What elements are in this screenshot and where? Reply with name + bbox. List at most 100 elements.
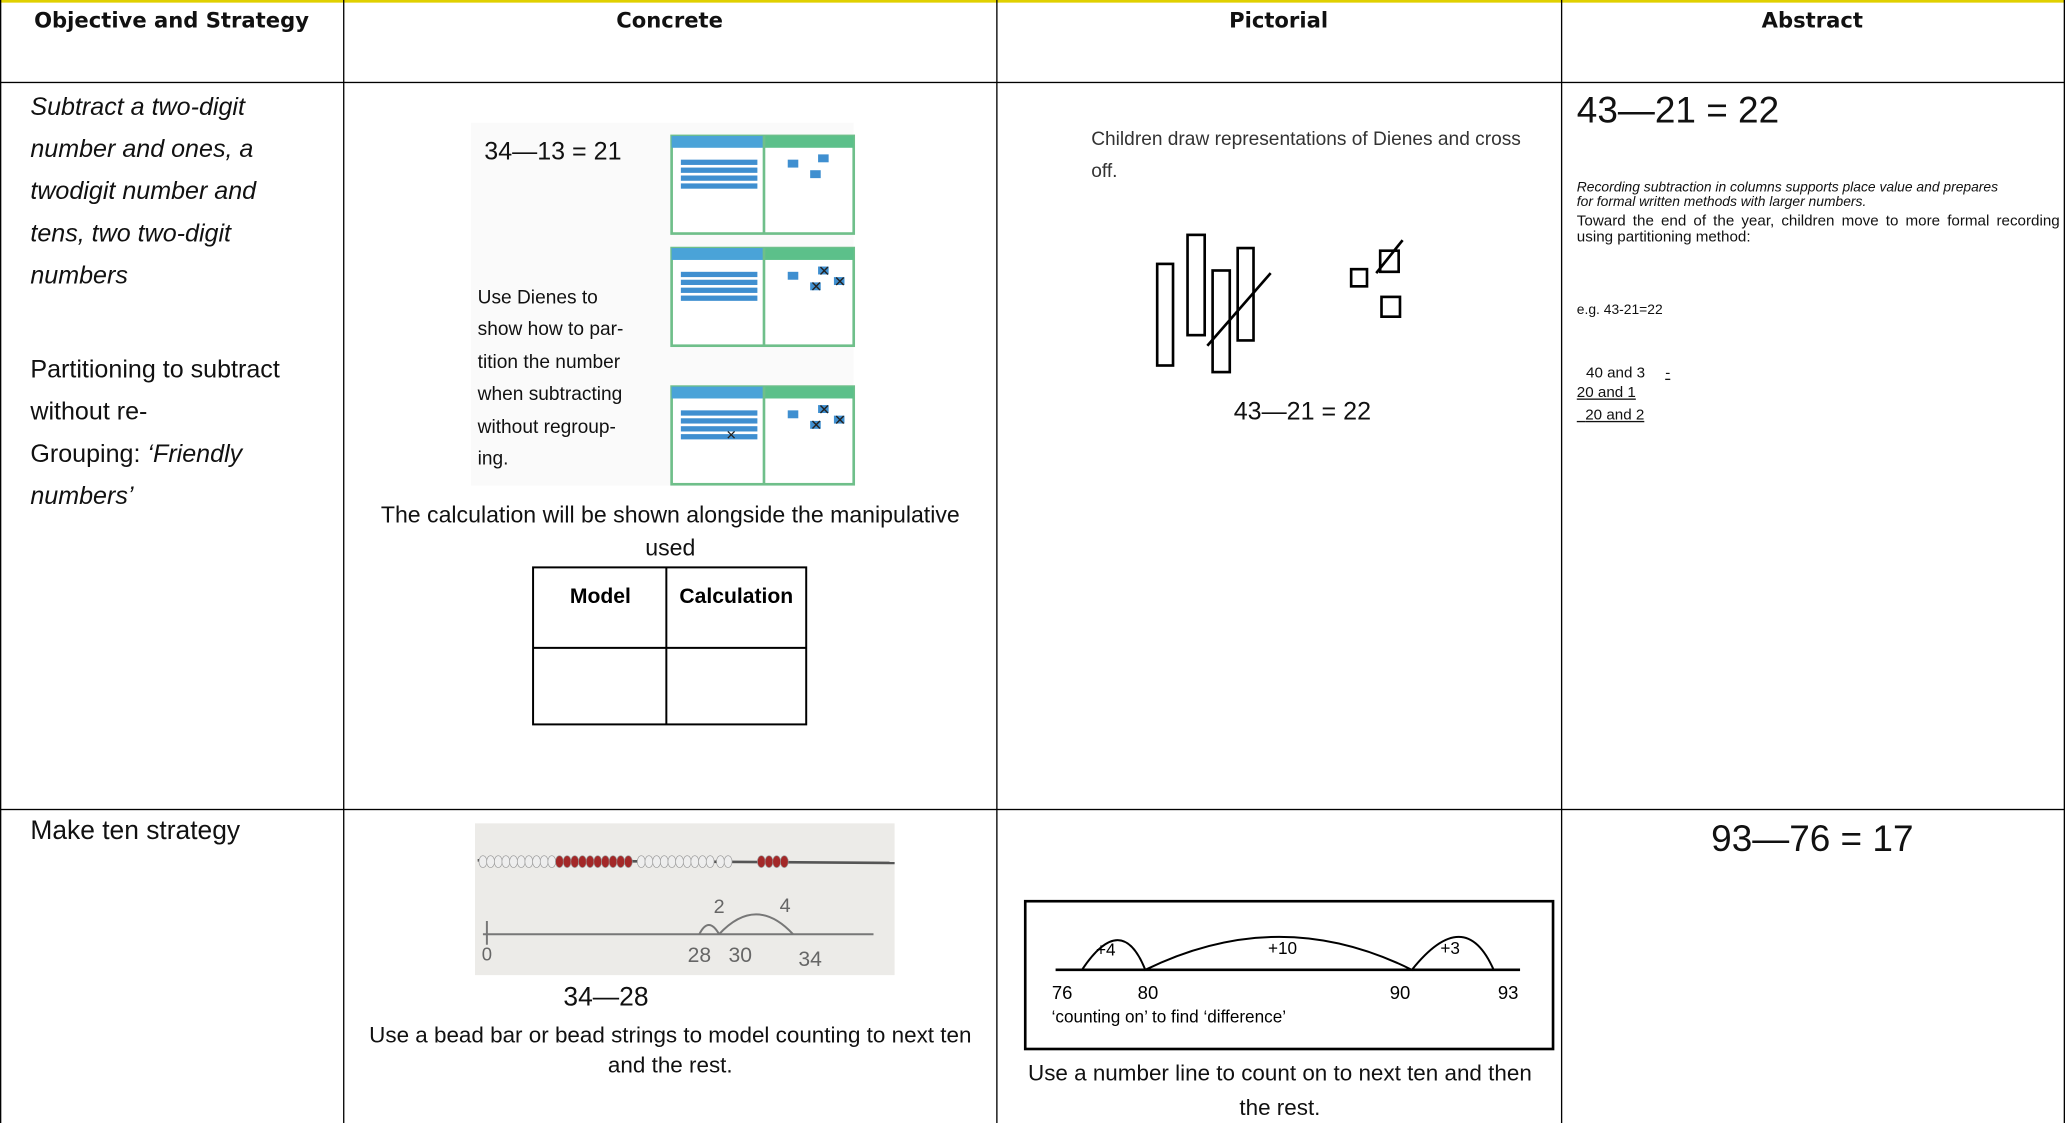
- arc-label: +3: [1440, 938, 1460, 958]
- ten-rod: [680, 167, 758, 173]
- ten-rod: [680, 295, 758, 301]
- col-border: [1560, 0, 1563, 1123]
- cross: ✕: [834, 413, 846, 429]
- bead: [539, 855, 549, 868]
- line-label: 34: [798, 948, 822, 971]
- ten-rod: [1186, 233, 1207, 337]
- one-cube: [833, 415, 845, 424]
- abstract-text: Toward the end of the year, children mov…: [1576, 213, 2060, 246]
- place-value-chart: ✕✕ ✕: [670, 246, 856, 348]
- chart-header: [671, 248, 764, 260]
- ten-rod: [680, 434, 758, 440]
- line-label: 30: [728, 944, 751, 967]
- one-cube: [1380, 295, 1402, 318]
- table-border: [532, 566, 808, 726]
- bead: [616, 855, 625, 868]
- caption: Use a bead bar or bead strings to model …: [369, 1022, 972, 1079]
- ten-rod: [1155, 262, 1175, 367]
- dienes-picture: ✕✕ ✕✕✕✕ ✕: [471, 122, 1404, 486]
- caption: Use a number line to count on to next te…: [1028, 1060, 1532, 1121]
- axis-label: 80: [1138, 982, 1159, 1003]
- bead: [757, 855, 766, 868]
- jump-arc: [1081, 935, 1495, 972]
- chart-header: [763, 386, 854, 399]
- figure-border: [1023, 899, 1555, 1051]
- g: ✕✕ ✕✕✕✕ ✕: [670, 134, 856, 486]
- equation: 43—21 = 22: [1576, 89, 1780, 131]
- place-value-chart: ✕✕✕ ✕: [670, 385, 856, 486]
- ten-rod: [680, 418, 758, 424]
- instruction: Use Dienes to show how to par- tition th…: [478, 282, 624, 475]
- bead-picture: 2 4 0 28 30 34: [475, 823, 895, 976]
- bead: [667, 855, 677, 868]
- header-cell: Concrete: [616, 7, 723, 33]
- jump-arc: [698, 913, 794, 935]
- chart-header: [763, 248, 854, 260]
- note: Recording subtraction in columns support…: [1576, 179, 1999, 210]
- cross: ✕: [834, 274, 846, 290]
- bead: [555, 855, 564, 868]
- ten-rod: [680, 271, 758, 278]
- arc-label: +10: [1268, 938, 1297, 958]
- strategy: Partitioning to subtract without re- Gro…: [30, 350, 333, 519]
- one-cube: [1378, 249, 1400, 274]
- dienes-drawing: [1155, 233, 1404, 374]
- equation: 34—28: [563, 983, 649, 1013]
- cross: ✕: [818, 264, 830, 280]
- bead: [585, 855, 595, 868]
- axis-label: 93: [1498, 982, 1519, 1003]
- cross: ✕: [810, 418, 822, 434]
- bead: [478, 855, 488, 868]
- equation: 93—76 = 17: [1711, 818, 1914, 859]
- ten-rod: [680, 287, 758, 293]
- bead: [636, 855, 646, 868]
- col-border: [343, 0, 345, 1123]
- pictorial-text: Children draw representations of Dienes …: [1091, 129, 1521, 183]
- line-label: 28: [688, 944, 711, 967]
- col-border: [2063, 0, 2065, 1123]
- ten-rod: [680, 175, 758, 181]
- example: e.g. 43-21=22: [1576, 302, 1663, 318]
- table-header: Calculation: [679, 585, 793, 608]
- one-cube: [810, 282, 821, 291]
- bead: [690, 855, 700, 868]
- chart-header: [671, 386, 764, 399]
- instruction-line: show how to par-: [477, 319, 624, 341]
- row-border: [0, 808, 2065, 811]
- bead: [486, 855, 495, 868]
- equation: 43—21 = 22: [1233, 398, 1372, 427]
- chart-header: [671, 135, 764, 148]
- one-cube: [810, 420, 821, 429]
- strategy-text: Partitioning to subtract without re-: [30, 356, 280, 427]
- bead: [562, 855, 572, 868]
- bead: [705, 855, 715, 868]
- ten-rod: [680, 426, 758, 432]
- bead: [780, 855, 789, 868]
- cross-off: [1375, 239, 1404, 274]
- axis-label: 76: [1052, 982, 1073, 1003]
- jump-label: 4: [780, 895, 791, 917]
- one-cube: [818, 266, 829, 275]
- working-line: 20 and 2: [1577, 408, 1644, 424]
- arc-label: +4: [1096, 939, 1116, 959]
- calc-table: [532, 566, 808, 726]
- bead: [501, 855, 511, 868]
- header-cell: Objective and Strategy: [34, 7, 309, 33]
- axis-label: 90: [1390, 982, 1411, 1003]
- bead: [509, 855, 518, 868]
- table-header: Model: [570, 585, 631, 608]
- place-value-chart: [670, 134, 856, 235]
- cross-off: [1206, 272, 1272, 347]
- one-cube: [787, 410, 799, 419]
- instruction-line: tition the number: [477, 352, 621, 374]
- one-cube: [787, 271, 799, 280]
- cross: ✕: [726, 427, 737, 442]
- objective: Make ten strategy: [30, 816, 241, 846]
- strategy-line: Grouping: ‘Friendly numbers’: [30, 434, 281, 518]
- row-border: [0, 81, 2065, 84]
- ten-rod: [680, 183, 758, 189]
- bead: [601, 855, 610, 868]
- one-cube: [810, 170, 821, 179]
- ten-rod: [680, 410, 758, 416]
